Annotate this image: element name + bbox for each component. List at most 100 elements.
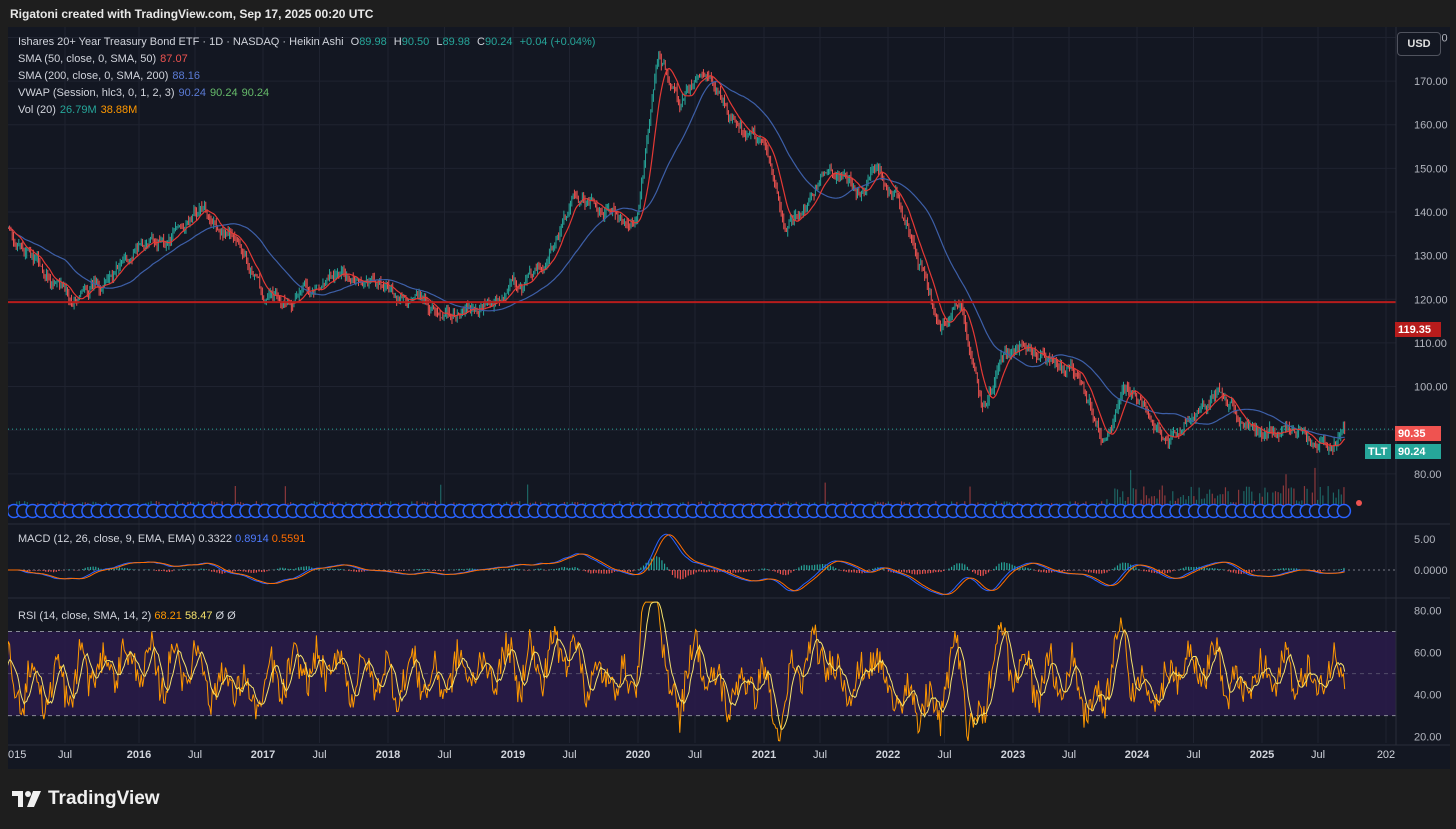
macd-histogram-bar — [916, 570, 918, 575]
macd-histogram-bar — [932, 570, 934, 573]
tradingview-logo[interactable]: TradingView — [12, 788, 160, 810]
macd-legend: MACD (12, 26, close, 9, EMA, EMA) 0.3322… — [18, 533, 305, 545]
macd-histogram-bar — [972, 570, 974, 573]
macd-histogram-bar — [650, 558, 652, 570]
macd-histogram-bar — [1288, 568, 1290, 570]
volume-bar — [1190, 486, 1192, 507]
macd-histogram-bar — [1087, 570, 1090, 573]
macd-histogram-bar — [242, 570, 244, 572]
macd-histogram-bar — [1143, 570, 1145, 572]
macd-pane — [8, 533, 1396, 596]
macd-histogram-bar — [121, 567, 123, 570]
macd-histogram-bar — [674, 570, 676, 578]
x-tick-label: 2018 — [376, 749, 400, 761]
volume-bar — [1322, 495, 1324, 507]
x-tick-label: Jul — [437, 749, 451, 761]
macd-histogram-bar — [442, 570, 444, 572]
volume-bar — [900, 501, 903, 507]
macd-histogram-bar — [1340, 569, 1342, 570]
volume-bar — [1132, 488, 1134, 507]
macd-histogram-bar — [326, 568, 329, 570]
volume-bar — [1261, 496, 1263, 507]
volume-bar — [566, 501, 568, 507]
macd-histogram-bar — [706, 570, 708, 573]
rsi-legend: RSI (14, close, SMA, 14, 2) 68.21 58.47 … — [18, 610, 236, 622]
macd-histogram-bar — [129, 568, 131, 570]
macd-histogram-bar — [37, 570, 39, 571]
macd-histogram-bar — [353, 570, 355, 572]
macd-histogram-bar — [182, 569, 184, 570]
volume-bar — [808, 502, 810, 507]
macd-histogram-bar — [703, 570, 705, 573]
volume-bar — [147, 502, 150, 507]
macd-histogram-bar — [184, 569, 186, 570]
macd-histogram-bar — [800, 565, 803, 570]
macd-histogram-bar — [463, 569, 466, 570]
macd-histogram-bar — [1064, 570, 1066, 572]
macd-histogram-bar — [490, 569, 492, 570]
macd-histogram-bar — [303, 566, 305, 570]
macd-histogram-bar — [253, 570, 255, 573]
macd-histogram-bar — [687, 570, 689, 576]
volume-bar — [1156, 498, 1158, 507]
macd-histogram-bar — [690, 570, 692, 575]
x-tick-label: 2019 — [501, 749, 525, 761]
volume-bar — [8, 504, 10, 507]
x-tick-label: 2021 — [752, 749, 776, 761]
axes: 80.0090.00100.00110.00120.00130.00140.00… — [8, 27, 1450, 761]
volume-bar — [416, 501, 418, 507]
volume-bar — [519, 501, 521, 507]
vwap-value-3: 90.24 — [241, 87, 270, 99]
volume-bar — [1314, 467, 1316, 507]
macd-histogram-bar — [408, 570, 410, 571]
macd-histogram-bar — [205, 569, 207, 570]
macd-histogram-bar — [713, 570, 716, 573]
macd-histogram-bar — [247, 570, 250, 573]
x-tick-label: Jul — [937, 749, 951, 761]
macd-histogram-bar — [1122, 562, 1124, 570]
macd-histogram-bar — [308, 566, 310, 570]
volume-bar — [26, 502, 28, 507]
macd-histogram-bar — [600, 570, 602, 574]
volume-bar — [1266, 492, 1269, 507]
macd-histogram-bar — [779, 570, 782, 575]
macd-histogram-bar — [329, 568, 331, 570]
macd-histogram-bar — [977, 570, 979, 576]
x-tick-label: Jul — [1062, 749, 1076, 761]
y-tick-label: 110.00 — [1414, 338, 1447, 350]
y-tick-label: 160.00 — [1414, 120, 1448, 132]
macd-histogram-bar — [221, 570, 223, 574]
volume-bar — [698, 502, 700, 507]
macd-histogram-bar — [748, 570, 750, 572]
macd-histogram-bar — [742, 570, 745, 573]
macd-histogram-bar — [332, 568, 334, 570]
volume-bar — [1140, 499, 1142, 507]
macd-histogram-bar — [1209, 568, 1211, 570]
macd-histogram-bar — [816, 564, 818, 570]
volume-bar — [390, 501, 392, 507]
macd-histogram-bar — [421, 569, 423, 570]
macd-histogram-bar — [305, 566, 308, 570]
volume-bar — [584, 502, 587, 507]
macd-histogram-bar — [263, 570, 265, 573]
price-chart[interactable]: 80.0090.00100.00110.00120.00130.00140.00… — [8, 27, 1450, 769]
macd-histogram-bar — [426, 569, 429, 570]
volume-bar — [1253, 501, 1256, 507]
macd-histogram-bar — [1251, 570, 1253, 573]
macd-histogram-bar — [890, 570, 892, 573]
macd-histogram-bar — [261, 570, 263, 573]
macd-histogram-bar — [1290, 568, 1292, 570]
rsi-line — [8, 601, 1346, 742]
macd-histogram-bar — [400, 570, 402, 571]
y-tick-label: 130.00 — [1414, 251, 1448, 263]
y-tick-label: 170.00 — [1414, 76, 1448, 88]
macd-histogram-bar — [874, 567, 876, 570]
macd-histogram-bar — [587, 570, 589, 573]
macd-histogram-bar — [276, 568, 279, 570]
currency-button[interactable]: USD — [1397, 32, 1441, 56]
x-tick-label: 202 — [1377, 749, 1395, 761]
macd-histogram-bar — [1235, 570, 1237, 574]
x-tick-label: 2024 — [1125, 749, 1150, 761]
rsi-value-1: 68.21 — [154, 610, 182, 622]
y-tick-label: 80.00 — [1414, 469, 1442, 481]
